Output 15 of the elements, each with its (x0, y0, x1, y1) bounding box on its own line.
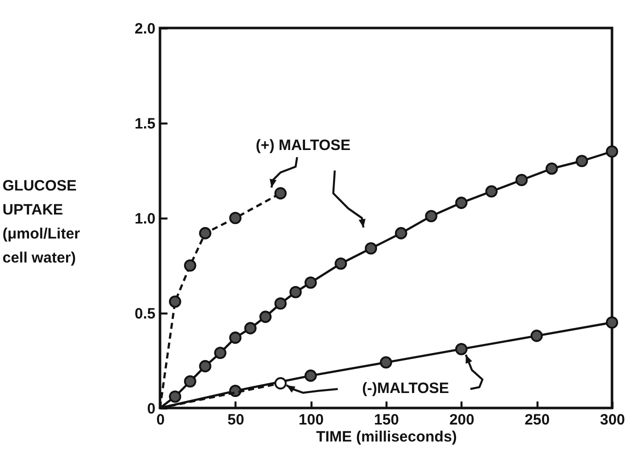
x-tick-label: 150 (374, 412, 400, 428)
y-tick-label: 0 (147, 400, 156, 418)
y-axis-title: GLUCOSE UPTAKE (μmol/Liter cell water) (2, 178, 80, 266)
y-tick-label: 0.5 (134, 306, 156, 322)
x-axis-title: TIME (milliseconds) (316, 428, 457, 446)
x-tick-label: 250 (524, 412, 550, 428)
y-tick-label: 2.0 (134, 20, 156, 38)
x-tick-label: 200 (449, 412, 474, 428)
annotation: (+) MALTOSE (256, 136, 351, 154)
y-tick-label: 1.5 (134, 116, 156, 132)
x-tick-label: 100 (298, 412, 324, 428)
y-tick-label: 1.0 (134, 210, 156, 228)
x-tick-label: 50 (227, 412, 244, 428)
annotation: (-)MALTOSE (362, 380, 450, 397)
x-tick-label: 300 (600, 412, 626, 428)
